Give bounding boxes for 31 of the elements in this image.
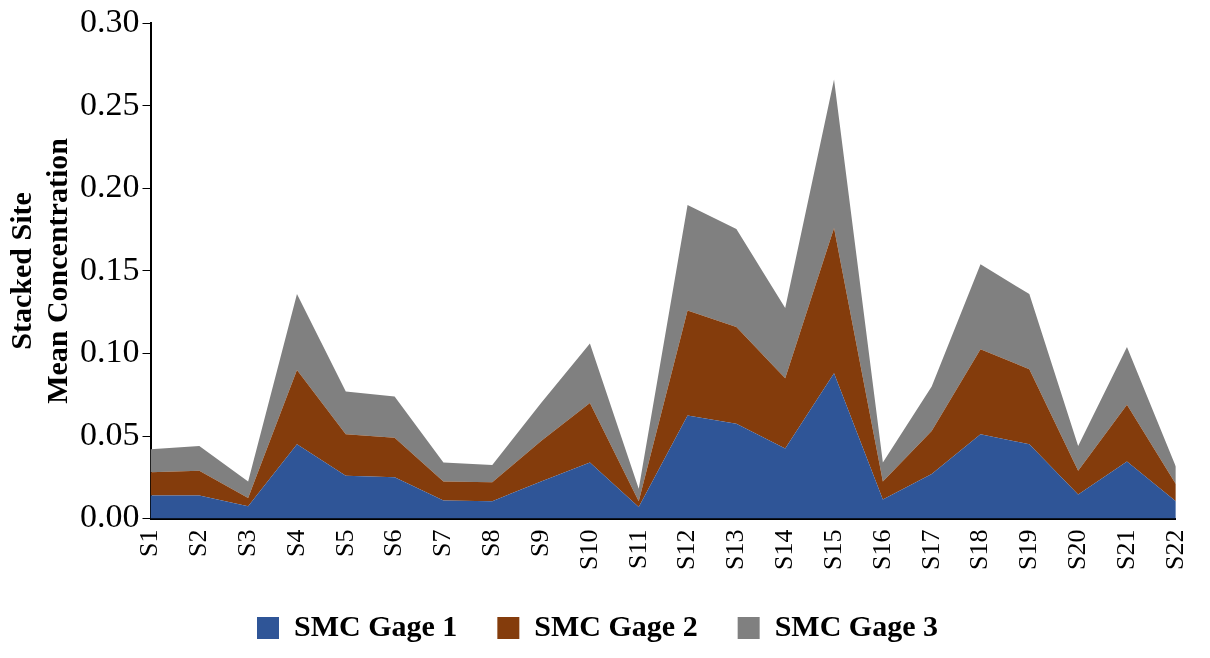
x-tick-label: S13 bbox=[720, 529, 750, 571]
y-tick-label: 0.05 bbox=[80, 414, 140, 452]
x-tick-label: S4 bbox=[280, 529, 310, 558]
x-tick-label: S16 bbox=[866, 529, 896, 571]
legend-label: SMC Gage 2 bbox=[534, 608, 698, 642]
y-tick-label: 0.30 bbox=[80, 2, 140, 40]
y-tick-label: 0.25 bbox=[80, 84, 140, 122]
x-tick-label: S17 bbox=[915, 529, 945, 571]
x-tick-label: S18 bbox=[964, 529, 994, 571]
x-tick-label: S3 bbox=[231, 529, 261, 558]
x-tick-label: S14 bbox=[769, 529, 799, 571]
x-tick-label: S15 bbox=[817, 529, 847, 571]
x-tick-label: S2 bbox=[183, 529, 213, 558]
x-tick-label: S20 bbox=[1061, 529, 1091, 571]
x-tick-label: S7 bbox=[427, 529, 457, 558]
x-tick-label: S8 bbox=[476, 529, 506, 558]
x-tick-label: S5 bbox=[329, 529, 359, 558]
y-tick-label: 0.15 bbox=[80, 249, 140, 287]
y-tick-label: 0.20 bbox=[80, 167, 140, 205]
legend-label: SMC Gage 3 bbox=[774, 608, 938, 642]
x-tick-label: S9 bbox=[524, 529, 554, 558]
legend-label: SMC Gage 1 bbox=[294, 608, 458, 642]
y-axis-title: Stacked Site Mean Concentration bbox=[3, 137, 73, 404]
x-tick-label: S12 bbox=[671, 529, 701, 571]
y-tick-label: 0.10 bbox=[80, 332, 140, 370]
x-tick-label: S21 bbox=[1110, 529, 1140, 571]
x-tick-label: S22 bbox=[1159, 529, 1189, 571]
x-tick-label: S6 bbox=[378, 529, 408, 558]
x-tick-label: S11 bbox=[622, 529, 652, 570]
x-tick-label: S10 bbox=[573, 529, 603, 571]
x-tick-label: S19 bbox=[1013, 529, 1043, 571]
